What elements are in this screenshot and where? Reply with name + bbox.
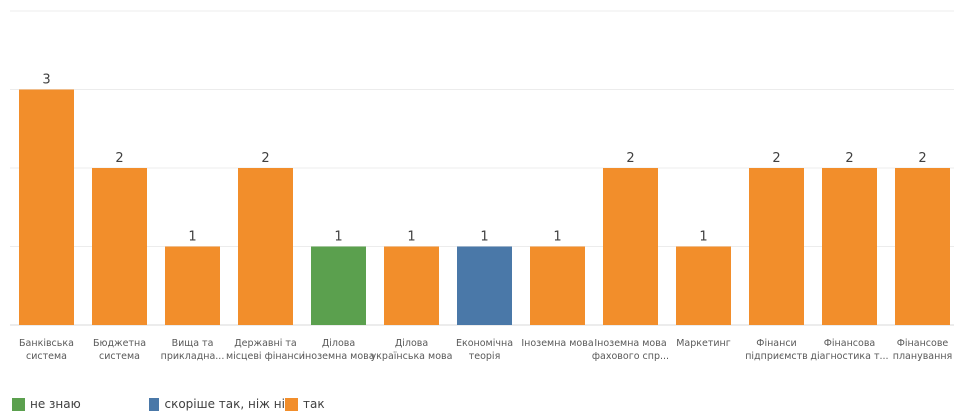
category-label: Фінансове планування [893, 338, 953, 362]
bar[interactable] [530, 246, 585, 326]
category-label: Державні та місцеві фінанси [226, 338, 305, 362]
category-label-line: планування [893, 351, 953, 362]
category-label-line: система [99, 351, 140, 362]
category-label-line: система [26, 351, 67, 362]
category-labels: Банківська система Бюджетна система Вища та п… [19, 338, 952, 362]
data-label: 1 [334, 230, 342, 245]
category-label: Банківська система [19, 338, 74, 362]
bar[interactable] [165, 246, 220, 326]
data-label: 1 [407, 230, 415, 245]
category-label-line: Державні та [234, 338, 297, 349]
category-label: Іноземна мова [521, 338, 593, 349]
bar[interactable] [311, 246, 366, 326]
bar[interactable] [457, 246, 512, 326]
bar[interactable] [676, 246, 731, 326]
legend-label: скоріше так, ніж ні [164, 397, 285, 411]
legend-swatch-orange [285, 397, 298, 411]
category-label-line: іноземна мова [302, 351, 374, 362]
category-label: Ділова іноземна мова [302, 338, 374, 362]
category-label: Вища та прикладна... [161, 338, 225, 362]
bar[interactable] [603, 168, 658, 325]
legend-label: не знаю [30, 397, 81, 411]
bar[interactable] [19, 89, 74, 326]
bar[interactable] [895, 168, 950, 325]
bar[interactable] [822, 168, 877, 325]
legend: не знаю скоріше так, ніж ні так [12, 396, 325, 412]
category-label-line: Ділова [395, 338, 428, 349]
category-label-line: Фінансове [897, 338, 949, 349]
category-label-line: Ділова [322, 338, 355, 349]
bars [19, 89, 950, 326]
bar[interactable] [384, 246, 439, 326]
bar[interactable] [749, 168, 804, 325]
legend-swatch-blue [149, 397, 160, 411]
bar-chart: 3 2 1 2 1 1 1 1 2 1 2 2 2 Банківська система Бюджетна с… [10, 10, 954, 362]
data-label: 1 [480, 230, 488, 245]
data-label: 3 [42, 73, 50, 88]
data-label: 2 [261, 151, 269, 166]
category-label-line: підприємств [745, 351, 808, 362]
category-label-line: діагностика т... [810, 351, 888, 362]
data-label: 1 [188, 230, 196, 245]
category-label: Фінансова діагностика т... [810, 338, 888, 362]
category-label-line: Вища та [172, 338, 214, 349]
category-label-line: місцеві фінанси [226, 351, 305, 362]
legend-label: так [303, 397, 325, 411]
legend-item-tak[interactable]: так [285, 397, 325, 411]
category-label: Економічна теорія [456, 338, 513, 362]
category-label: Бюджетна система [93, 338, 146, 362]
data-label: 2 [626, 151, 634, 166]
category-label-line: українська мова [371, 351, 453, 362]
data-label: 2 [115, 151, 123, 166]
category-label: Фінанси підприємств [745, 338, 808, 362]
category-label-line: Фінансова [824, 338, 876, 349]
legend-item-ne-znayu[interactable]: не знаю [12, 397, 149, 411]
category-label-line: Іноземна мова [521, 338, 593, 349]
bar[interactable] [238, 168, 293, 325]
category-label-line: теорія [469, 351, 501, 362]
category-label: Іноземна мова фахового спр... [592, 338, 669, 362]
legend-item-skorishe-tak[interactable]: скоріше так, ніж ні [149, 397, 285, 411]
data-label: 2 [918, 151, 926, 166]
category-label-line: Маркетинг [676, 338, 731, 349]
data-labels: 3 2 1 2 1 1 1 1 2 1 2 2 2 [42, 73, 926, 245]
category-label-line: фахового спр... [592, 351, 669, 362]
category-label: Ділова українська мова [371, 338, 453, 362]
category-label-line: Економічна [456, 338, 513, 349]
bar[interactable] [92, 168, 147, 325]
category-label-line: Бюджетна [93, 338, 146, 349]
legend-swatch-green [12, 397, 25, 411]
category-label-line: Іноземна мова [594, 338, 666, 349]
category-label: Маркетинг [676, 338, 731, 349]
category-label-line: Банківська [19, 338, 74, 349]
data-label: 1 [553, 230, 561, 245]
category-label-line: прикладна... [161, 351, 225, 362]
data-label: 1 [699, 230, 707, 245]
category-label-line: Фінанси [756, 338, 796, 349]
data-label: 2 [772, 151, 780, 166]
data-label: 2 [845, 151, 853, 166]
